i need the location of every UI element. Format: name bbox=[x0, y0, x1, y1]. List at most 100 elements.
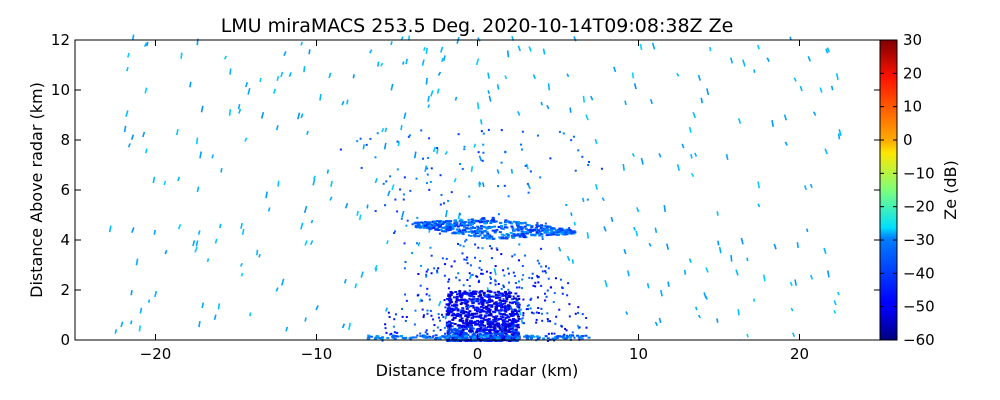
echo-core bbox=[485, 301, 489, 304]
echo-ground bbox=[401, 337, 405, 340]
echo-core bbox=[511, 320, 515, 323]
echo-fringe bbox=[476, 275, 479, 278]
echo-point bbox=[570, 139, 573, 142]
echo-fringe bbox=[437, 267, 440, 270]
echo-core bbox=[464, 310, 468, 313]
echo-cloud bbox=[553, 228, 557, 231]
echo-core bbox=[503, 305, 507, 308]
echo-cloud bbox=[503, 223, 507, 226]
echo-fringe bbox=[413, 323, 416, 326]
echo-core bbox=[506, 315, 510, 318]
echo-fringe bbox=[534, 285, 537, 288]
echo-fringe bbox=[515, 300, 518, 303]
echo-core bbox=[511, 311, 515, 314]
echo-streak bbox=[520, 318, 524, 325]
echo-fringe bbox=[489, 277, 492, 280]
echo-core bbox=[503, 309, 507, 312]
echo-point bbox=[405, 224, 408, 227]
echo-cloud bbox=[491, 229, 495, 232]
echo-core bbox=[453, 339, 457, 342]
echo-fringe bbox=[561, 286, 564, 289]
echo-point bbox=[549, 157, 552, 160]
echo-core bbox=[514, 292, 518, 295]
echo-streak bbox=[824, 148, 828, 155]
echo-cloud bbox=[543, 225, 547, 228]
echo-cloud bbox=[465, 227, 469, 230]
echo-fringe bbox=[422, 316, 425, 319]
echo-point bbox=[396, 210, 399, 213]
echo-point bbox=[512, 271, 515, 274]
echo-core bbox=[453, 327, 457, 330]
echo-cloud bbox=[522, 234, 526, 237]
echo-cloud bbox=[564, 229, 568, 232]
echo-point bbox=[459, 244, 462, 247]
echo-core bbox=[486, 319, 490, 322]
echo-streak bbox=[604, 279, 608, 288]
echo-cloud bbox=[483, 221, 487, 224]
echo-cloud bbox=[448, 228, 452, 231]
echo-core bbox=[513, 319, 517, 322]
echo-streak bbox=[757, 181, 761, 189]
echo-core bbox=[509, 330, 513, 333]
echo-fringe bbox=[432, 318, 435, 321]
echo-cloud bbox=[536, 229, 540, 232]
echo-streak bbox=[835, 73, 839, 81]
echo-ground bbox=[516, 336, 520, 339]
echo-ground bbox=[435, 336, 439, 339]
echo-core bbox=[453, 303, 457, 306]
echo-streak bbox=[241, 228, 245, 235]
echo-streak bbox=[362, 144, 365, 150]
echo-fringe bbox=[527, 308, 530, 311]
echo-point bbox=[393, 231, 396, 234]
echo-streak bbox=[454, 96, 458, 101]
echo-streak bbox=[830, 85, 834, 91]
echo-fringe bbox=[574, 312, 577, 315]
echo-core bbox=[495, 296, 499, 299]
echo-streak bbox=[700, 97, 704, 104]
echo-cloud bbox=[427, 221, 431, 224]
echo-fringe bbox=[530, 338, 533, 341]
echo-ground bbox=[580, 337, 584, 340]
y-tick-label: 8 bbox=[60, 131, 70, 149]
echo-core bbox=[449, 290, 453, 293]
echo-core bbox=[455, 315, 459, 318]
echo-point bbox=[462, 245, 465, 248]
echo-point bbox=[547, 267, 550, 270]
echo-cloud bbox=[561, 231, 565, 234]
echo-core bbox=[465, 328, 469, 331]
echo-core bbox=[508, 319, 512, 322]
echo-fringe bbox=[581, 313, 584, 316]
echo-ground bbox=[553, 337, 557, 340]
echo-streak bbox=[729, 57, 734, 64]
echo-streak bbox=[374, 267, 378, 272]
echo-core bbox=[508, 295, 512, 298]
echo-core bbox=[471, 339, 475, 342]
echo-core bbox=[465, 291, 469, 294]
echo-core bbox=[456, 313, 460, 316]
echo-streak bbox=[300, 222, 304, 230]
echo-cloud bbox=[548, 233, 552, 236]
echo-fringe bbox=[506, 267, 509, 270]
echo-core bbox=[447, 299, 451, 302]
echo-fringe bbox=[507, 306, 510, 309]
echo-fringe bbox=[416, 294, 419, 297]
echo-streak bbox=[258, 253, 261, 258]
echo-cloud bbox=[560, 232, 564, 235]
echo-fringe bbox=[497, 283, 500, 286]
echo-core bbox=[500, 328, 504, 331]
echo-point bbox=[498, 311, 501, 314]
echo-core bbox=[494, 307, 498, 310]
echo-core bbox=[485, 307, 489, 310]
echo-streak bbox=[341, 323, 346, 329]
echo-core bbox=[466, 316, 470, 319]
echo-core bbox=[498, 333, 502, 336]
echo-streak bbox=[757, 203, 761, 208]
echo-point bbox=[403, 176, 406, 179]
echo-cloud bbox=[550, 230, 554, 233]
echo-point bbox=[487, 128, 490, 131]
echo-core bbox=[448, 328, 452, 331]
echo-cloud bbox=[492, 218, 496, 221]
echo-streak bbox=[329, 196, 333, 201]
echo-point bbox=[407, 135, 410, 138]
echo-core bbox=[500, 326, 504, 329]
